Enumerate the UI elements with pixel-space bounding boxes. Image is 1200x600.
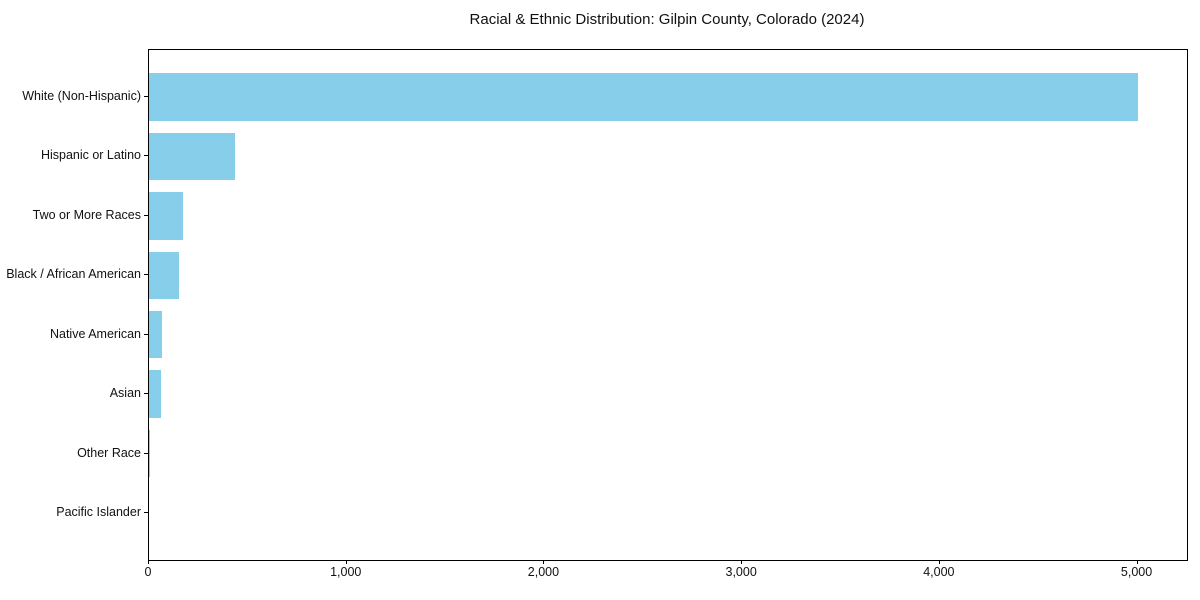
bar-white-non-hispanic <box>149 73 1138 121</box>
bar-asian <box>149 370 162 418</box>
x-tick-label: 2,000 <box>527 565 560 579</box>
x-tick-label: 1,000 <box>330 565 362 579</box>
plot-area <box>148 49 1188 561</box>
y-tick-label: Black / African American <box>6 267 141 282</box>
bar-two-or-more-races <box>149 192 183 240</box>
y-tick-label: White (Non-Hispanic) <box>22 89 141 103</box>
y-tick-mark <box>144 96 148 97</box>
y-tick-label: Pacific Islander <box>56 505 141 519</box>
y-tick-mark <box>144 452 148 454</box>
x-tick-label: 5,000 <box>1120 565 1153 579</box>
x-tick-mark <box>345 560 347 564</box>
y-tick-mark <box>144 393 148 395</box>
x-tick-mark <box>1136 560 1138 564</box>
x-tick-mark <box>148 560 149 564</box>
x-tick-mark <box>741 560 743 564</box>
y-tick-mark <box>144 512 148 513</box>
x-tick-mark <box>543 560 545 564</box>
y-tick-label: Native American <box>49 326 141 341</box>
y-tick-mark <box>144 274 148 276</box>
bar-native-american <box>149 310 163 359</box>
y-tick-label: Asian <box>109 386 141 401</box>
bar-hispanic-or-latino <box>149 132 235 181</box>
y-tick-label: Hispanic or Latino <box>40 148 141 163</box>
y-tick-mark <box>144 155 148 157</box>
bar-other-race <box>149 429 150 478</box>
x-tick-label: 3,000 <box>725 565 757 579</box>
y-tick-mark <box>144 214 148 216</box>
y-tick-label: Other Race <box>77 445 141 460</box>
x-tick-mark <box>938 560 940 564</box>
x-tick-label: 4,000 <box>923 565 955 579</box>
chart-title: Racial & Ethnic Distribution: Gilpin Cou… <box>469 11 865 28</box>
bar-black-african-american <box>149 251 179 300</box>
x-tick-label: 0 <box>144 565 152 579</box>
y-tick-label: Two or More Races <box>32 207 141 222</box>
y-tick-mark <box>144 333 148 335</box>
